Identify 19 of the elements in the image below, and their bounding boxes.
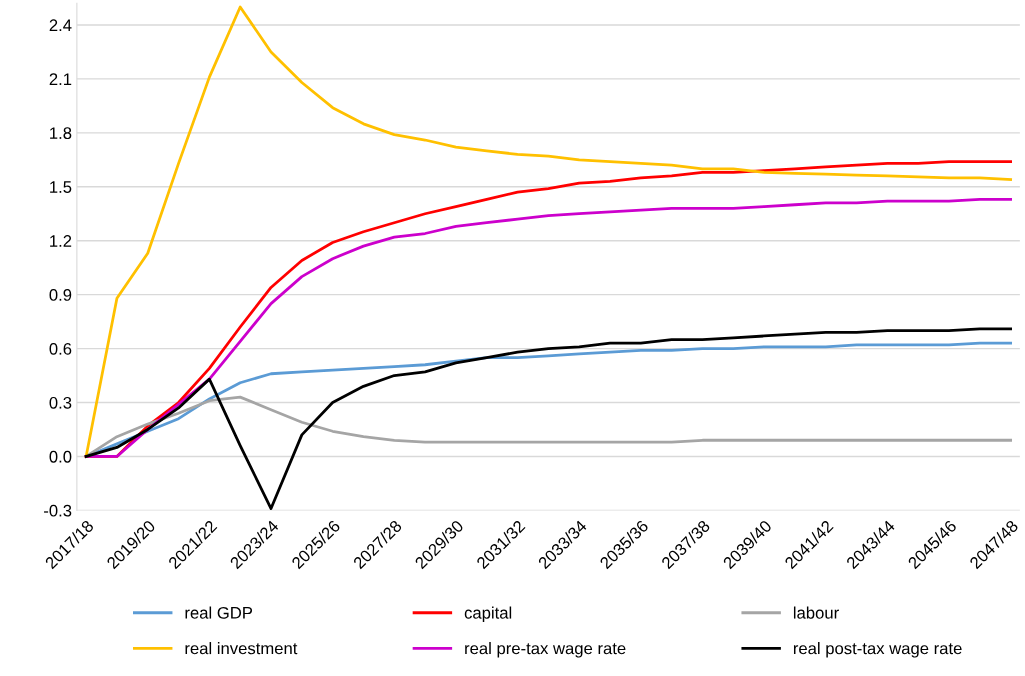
y-tick-label: -0.3: [44, 504, 72, 517]
y-tick-label: 1.2: [50, 235, 72, 247]
line-series: [84, 327, 1013, 510]
y-tick-label: 0.6: [49, 342, 72, 355]
y-tick-label: 0.9: [49, 289, 72, 301]
legend-label: real post-tax wage rate: [793, 642, 962, 658]
legend-label: real investment: [185, 642, 298, 655]
y-tick-label: 1.8: [50, 127, 72, 140]
legend-label: real GDP: [185, 606, 253, 619]
line-series: [84, 395, 1013, 458]
legend-label: labour: [793, 606, 839, 619]
y-tick-label: 0.3: [49, 396, 72, 409]
legend-label: real pre-tax wage rate: [465, 642, 626, 658]
y-tick-label: 2.4: [49, 19, 72, 31]
y-tick-label: 1.5: [50, 181, 72, 193]
y-tick-label: 0.0: [49, 450, 72, 463]
y-tick-label: 2.1: [49, 73, 72, 85]
legend-label: capital: [464, 606, 512, 623]
line-series: [84, 5, 1013, 458]
